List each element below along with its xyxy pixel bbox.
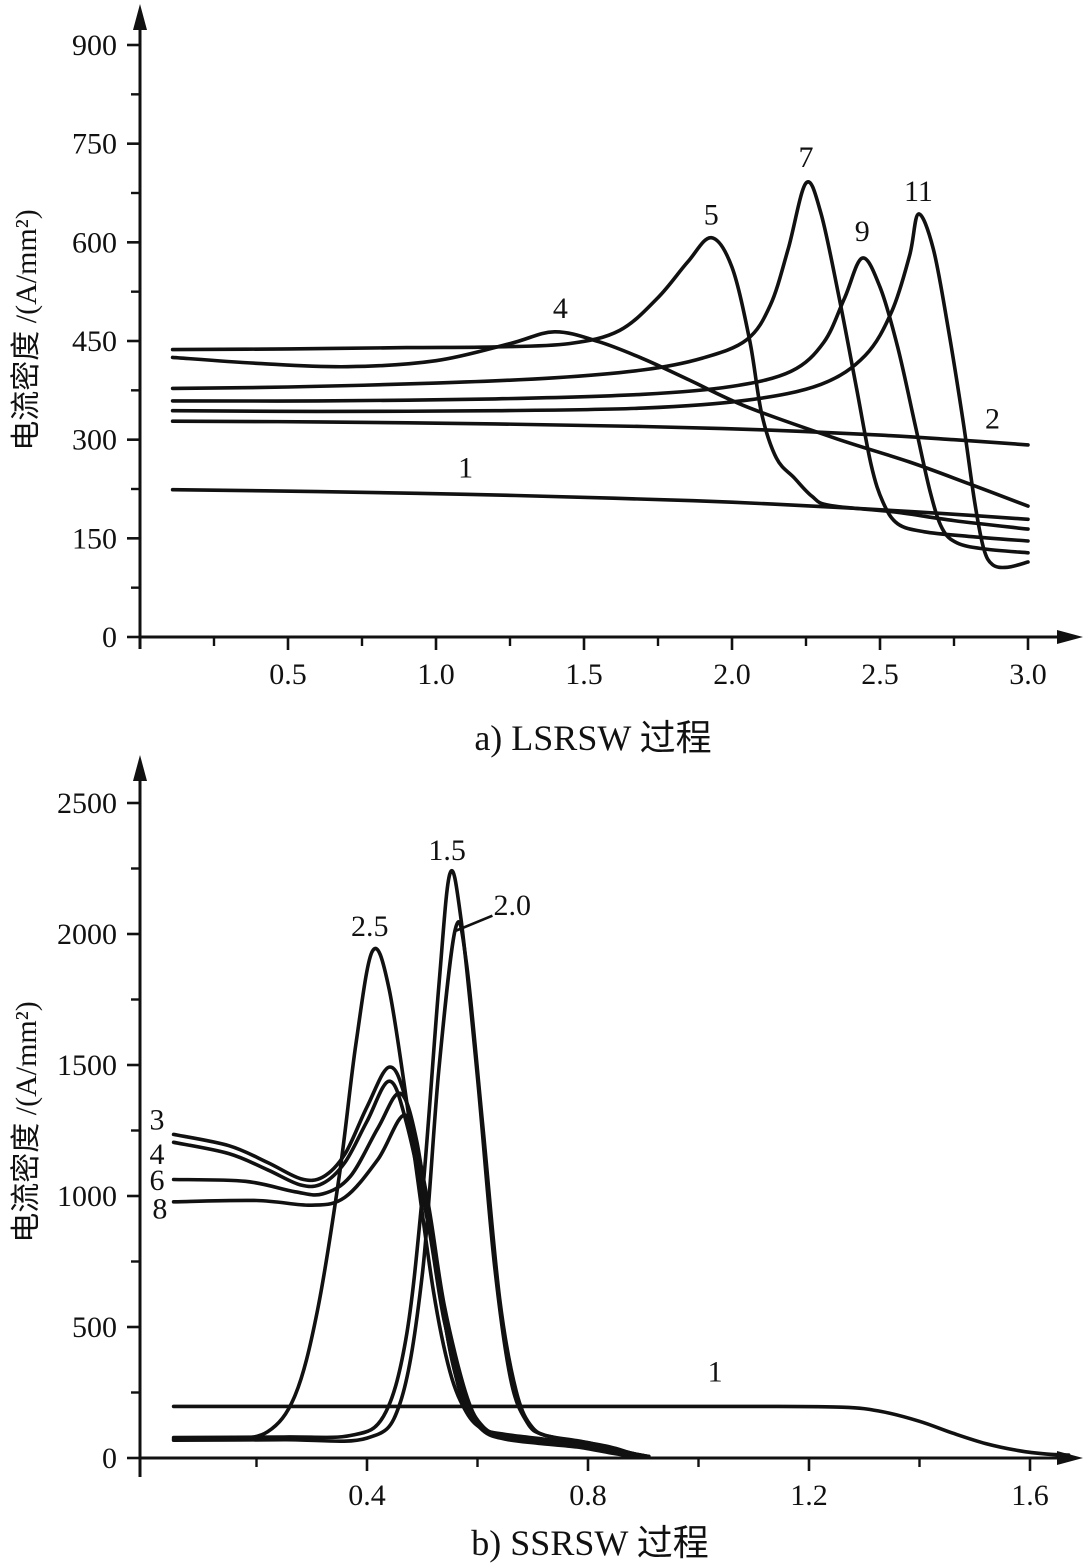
x-tick-label: 2.5 <box>861 658 899 691</box>
y-tick-label: 600 <box>72 226 117 259</box>
y-axis-arrow-icon <box>133 755 147 781</box>
y-tick-label: 1500 <box>57 1049 117 1082</box>
chart-lsrsw: 0.5 1.0 1.5 2.0 2.5 3.0 0 150 300 450 600 750 900 1 4 5… <box>72 4 1083 691</box>
curve-4 <box>171 1079 634 1459</box>
curve-9 <box>170 256 1030 555</box>
curve-label-1: 1 <box>458 451 473 484</box>
curve-1 <box>170 487 1030 522</box>
curve-2 <box>170 419 1030 447</box>
x-tick-label: 0.8 <box>569 1479 607 1512</box>
x-tick-label: 1.2 <box>790 1479 828 1512</box>
x-tick-label: 0.5 <box>269 658 307 691</box>
curve-label-7: 7 <box>799 141 814 174</box>
x-tick-label: 0.4 <box>348 1479 386 1512</box>
curve-2.5 <box>171 946 634 1457</box>
curve-7 <box>170 180 1030 543</box>
y-tick-label: 2500 <box>57 787 117 820</box>
y-tick-label: 750 <box>72 128 117 161</box>
x-tick-label: 2.0 <box>713 658 751 691</box>
curve-label-5: 5 <box>704 199 719 232</box>
y-tick-label: 450 <box>72 325 117 358</box>
x-tick-label: 3.0 <box>1009 658 1047 691</box>
y-tick-label: 900 <box>72 29 117 62</box>
y-tick-label: 300 <box>72 424 117 457</box>
curve-1.5 <box>171 869 651 1459</box>
y-axis-arrow-icon <box>133 4 147 30</box>
curve-11 <box>170 212 1030 570</box>
curve-5 <box>170 235 1030 531</box>
curve-label-2.5: 2.5 <box>351 910 389 943</box>
curve-label-leader-line <box>453 914 493 933</box>
y-tick-label: 500 <box>72 1311 117 1344</box>
y-tick-label: 150 <box>72 522 117 555</box>
curve-label-11: 11 <box>904 175 933 208</box>
curve-label-9: 9 <box>855 215 870 248</box>
curve-label-2: 2 <box>985 403 1000 436</box>
curve-2.0 <box>171 920 646 1458</box>
y-tick-label: 0 <box>102 1442 117 1475</box>
chart-b-caption: b) SSRSW 过程 <box>471 1523 708 1563</box>
chart-b-y-axis-label: 电流密度 /(A/mm²) <box>10 1001 43 1242</box>
chart-a-caption: a) LSRSW 过程 <box>474 718 711 758</box>
x-tick-label: 1.5 <box>565 658 603 691</box>
curve-label-1.5: 1.5 <box>428 834 466 867</box>
curve-label-2.0: 2.0 <box>494 889 532 922</box>
y-tick-label: 2000 <box>57 918 117 951</box>
curve-label-6: 6 <box>150 1164 165 1197</box>
x-tick-label: 1.0 <box>417 658 455 691</box>
y-tick-label: 1000 <box>57 1180 117 1213</box>
curve-6 <box>171 1091 646 1458</box>
curve-label-3: 3 <box>150 1103 165 1136</box>
x-axis-arrow-icon <box>1057 630 1083 644</box>
curve-8 <box>171 1113 651 1459</box>
curve-4 <box>170 329 1030 508</box>
curve-label-4: 4 <box>553 292 568 325</box>
curve-label-1: 1 <box>708 1356 723 1389</box>
x-tick-label: 1.6 <box>1011 1479 1049 1512</box>
curve-label-8: 8 <box>152 1192 167 1225</box>
curve-label-4: 4 <box>150 1138 165 1171</box>
y-tick-label: 0 <box>102 621 117 654</box>
curve-1 <box>171 1404 1071 1457</box>
chart-a-y-axis-label: 电流密度 /(A/mm²) <box>10 209 43 450</box>
